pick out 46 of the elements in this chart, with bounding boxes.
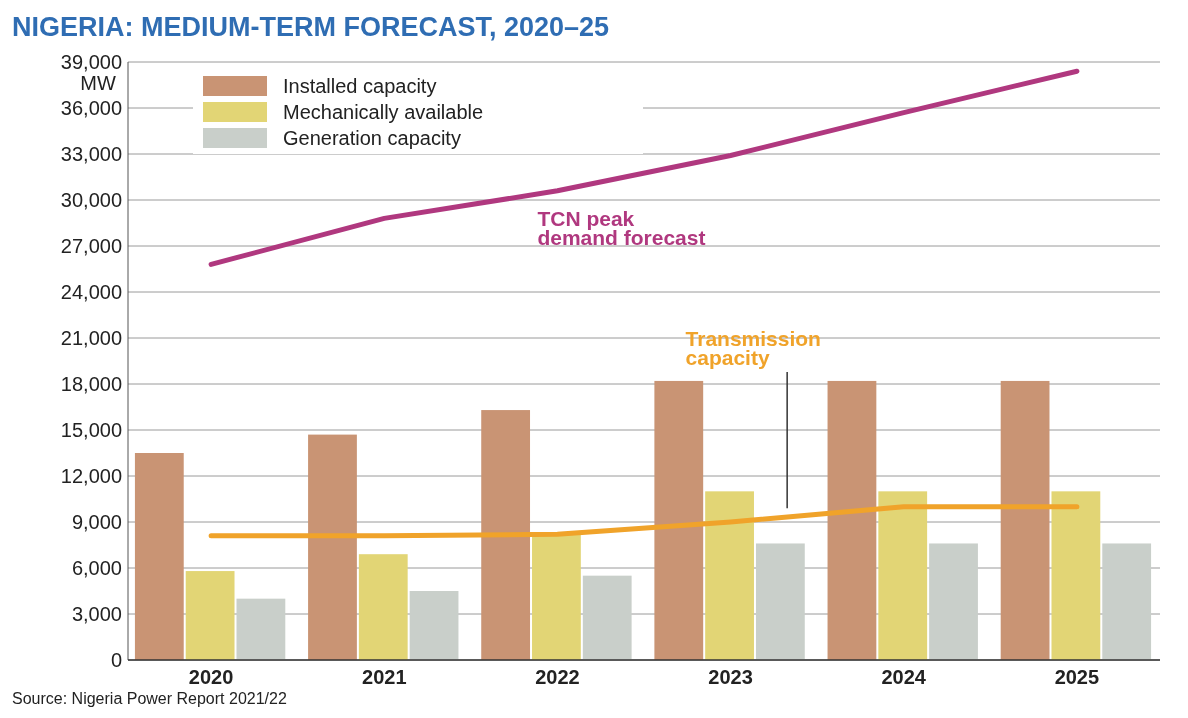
y-tick-label: 39,000: [60, 51, 122, 73]
y-tick-label: 0: [110, 649, 122, 671]
legend-label: Installed capacity: [283, 75, 437, 97]
bar: [827, 380, 877, 660]
y-tick-label: 15,000: [60, 419, 122, 441]
source-note: Source: Nigeria Power Report 2021/22: [12, 690, 287, 707]
bar: [878, 491, 928, 660]
bar: [185, 571, 235, 660]
y-axis-title: MW: [80, 72, 116, 94]
bar: [1102, 543, 1152, 660]
bar: [1000, 380, 1050, 660]
bar: [1051, 491, 1101, 660]
y-tick-label: 12,000: [60, 465, 122, 487]
bar: [134, 453, 184, 660]
y-tick-label: 3,000: [71, 603, 122, 625]
bar: [929, 543, 978, 660]
series-label: TCN peak demand forecast: [537, 206, 706, 249]
bar: [705, 491, 754, 660]
legend-label: Mechanically available: [283, 101, 484, 123]
y-tick-label: 33,000: [60, 143, 122, 165]
x-tick-label: 2025: [1054, 666, 1100, 688]
x-tick-label: 2022: [535, 666, 580, 688]
x-tick-label: 2020: [188, 666, 234, 688]
text: Transmission capacity: [685, 327, 821, 369]
y-tick-label: 21,000: [60, 327, 122, 349]
bar: [755, 543, 805, 660]
x-tick-label: 2021: [362, 666, 407, 688]
y-tick-label: 36,000: [60, 97, 122, 119]
chart-title: NIGERIA: MEDIUM-TERM FORECAST, 2020–25: [12, 12, 610, 42]
legend-label: Generation capacity: [283, 127, 461, 149]
bar: [308, 434, 357, 660]
bar: [358, 554, 408, 660]
bar: [481, 410, 531, 660]
y-tick-label: 9,000: [71, 511, 122, 533]
y-tick-label: 27,000: [60, 235, 122, 257]
y-tick-label: 6,000: [71, 557, 122, 579]
bar: [409, 591, 459, 660]
bar: [582, 575, 632, 660]
bar: [236, 598, 286, 660]
bar: [654, 380, 704, 660]
x-tick-label: 2024: [881, 666, 927, 688]
y-tick-label: 30,000: [60, 189, 122, 211]
x-tick-label: 2023: [708, 666, 753, 688]
y-tick-label: 24,000: [60, 281, 122, 303]
y-tick-label: 18,000: [60, 373, 122, 395]
bar: [532, 534, 581, 660]
